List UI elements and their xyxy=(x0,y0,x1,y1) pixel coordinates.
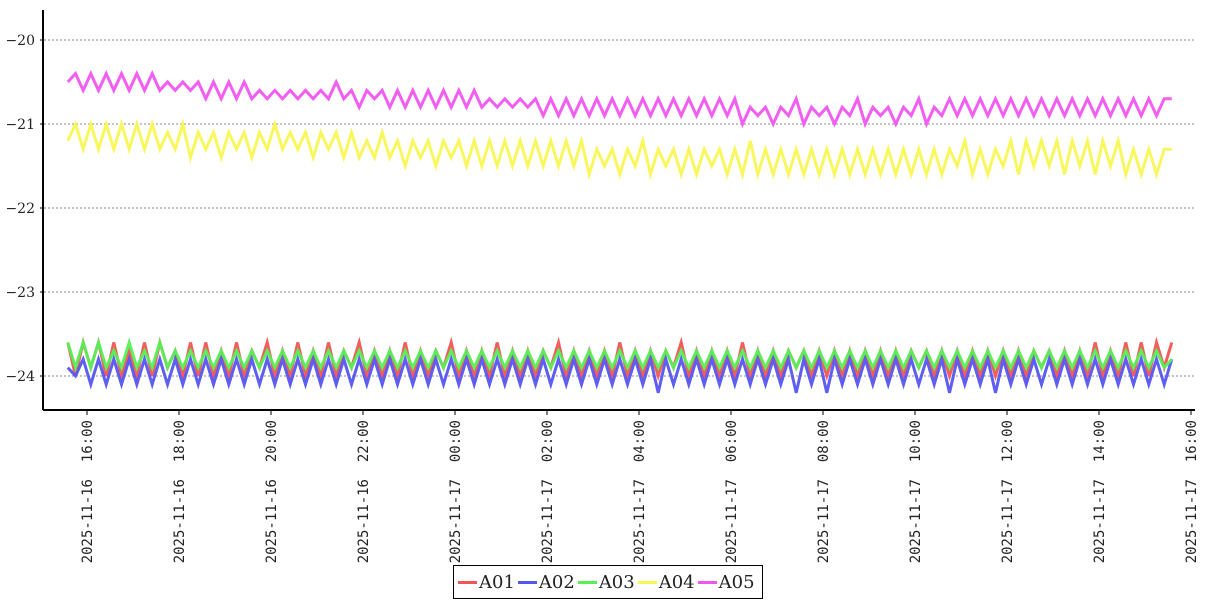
y-tick-label: −24 xyxy=(5,369,35,385)
legend-item-a04: A04 xyxy=(637,571,695,593)
x-tick-label: 2025-11-16 22:00 xyxy=(356,420,372,563)
x-tick-label: 2025-11-17 02:00 xyxy=(540,420,556,563)
x-tick-label: 2025-11-17 04:00 xyxy=(632,420,648,563)
x-tick-label: 2025-11-17 10:00 xyxy=(908,420,924,563)
legend-label: A03 xyxy=(598,571,635,593)
series-line-a05 xyxy=(66,69,1172,129)
legend-swatch xyxy=(697,580,717,584)
legend-item-a05: A05 xyxy=(697,571,755,593)
legend-swatch xyxy=(577,580,597,584)
chart-legend: A01 A02 A03 A04 A05 xyxy=(453,565,763,599)
x-tick-label: 2025-11-17 06:00 xyxy=(724,420,740,563)
legend-label: A01 xyxy=(479,571,515,593)
x-tick-label: 2025-11-16 20:00 xyxy=(264,420,280,563)
x-tick-label: 2025-11-17 08:00 xyxy=(816,420,832,563)
legend-label: A05 xyxy=(718,571,755,593)
series-line-a04 xyxy=(66,118,1172,181)
legend-swatch xyxy=(637,580,657,584)
y-tick-label: −22 xyxy=(5,201,35,217)
x-tick-label: 2025-11-17 00:00 xyxy=(448,420,464,563)
legend-item-a01: A01 xyxy=(458,572,515,593)
x-tick-label: 2025-11-17 14:00 xyxy=(1092,420,1108,563)
y-tick-label: −21 xyxy=(5,117,35,133)
legend-label: A04 xyxy=(658,571,695,593)
series-line-a03 xyxy=(66,337,1173,373)
legend-item-a03: A03 xyxy=(577,571,635,593)
x-tick-label: 2025-11-17 16:00 xyxy=(1184,420,1200,563)
y-tick-label: −20 xyxy=(5,33,35,49)
legend-label: A02 xyxy=(538,571,575,593)
legend-swatch xyxy=(458,580,477,584)
legend-swatch xyxy=(517,580,537,584)
x-tick-label: 2025-11-16 16:00 xyxy=(80,420,96,563)
x-tick-label: 2025-11-16 18:00 xyxy=(172,420,188,563)
series-line-a02 xyxy=(66,353,1174,394)
y-tick-label: −23 xyxy=(5,285,35,301)
legend-item-a02: A02 xyxy=(517,571,575,593)
x-tick-label: 2025-11-17 12:00 xyxy=(1000,420,1016,563)
